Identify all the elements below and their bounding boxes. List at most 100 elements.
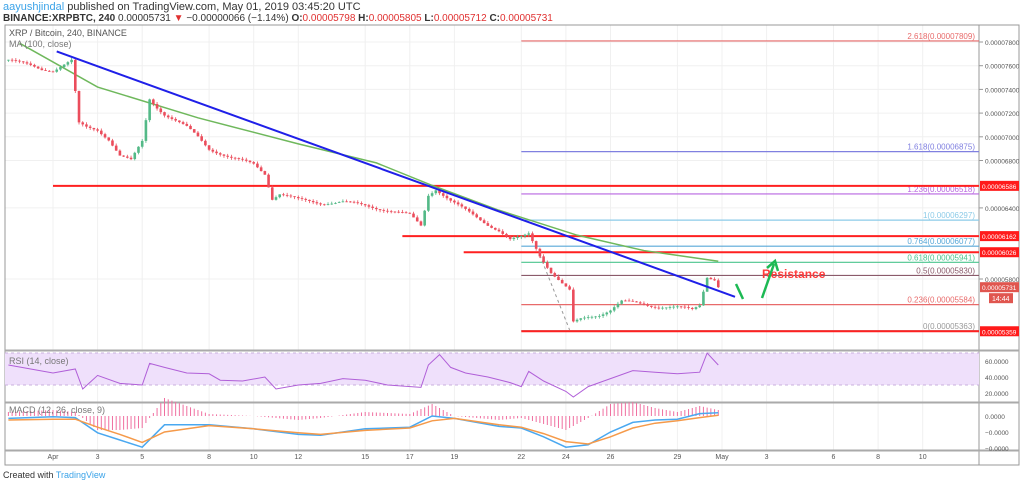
horizontal-lines[interactable] xyxy=(53,184,979,333)
price-tick-label: 0.00007200 xyxy=(985,111,1020,118)
rsi-band xyxy=(5,353,979,385)
macd-tick-label: −0.0000 xyxy=(985,446,1009,453)
candle-body xyxy=(92,127,96,130)
candle-body xyxy=(211,149,215,152)
candle-body xyxy=(676,306,679,308)
candle-body xyxy=(356,202,360,204)
candle-body xyxy=(18,60,21,62)
candle-body xyxy=(713,279,716,281)
candle-body xyxy=(241,158,244,160)
candle-body xyxy=(178,120,181,123)
candle-body xyxy=(616,303,620,308)
time-tick-label: 3 xyxy=(765,454,769,461)
candle-body xyxy=(334,202,337,204)
candle-body xyxy=(215,151,218,154)
candle-body xyxy=(583,317,586,319)
price-tag xyxy=(980,180,1019,191)
fibonacci-extension[interactable]: 2.618(0.00007809) 1.618(0.00006875) 1.236(… xyxy=(521,32,979,332)
candle-body xyxy=(163,112,166,116)
candle-body xyxy=(196,132,200,137)
candle-body xyxy=(304,198,308,200)
candle-body xyxy=(137,146,140,153)
candle-body xyxy=(122,155,125,157)
candle-body xyxy=(527,233,531,235)
candle-body xyxy=(278,194,282,198)
time-tick-label: 10 xyxy=(250,454,258,461)
candle-body xyxy=(126,156,129,158)
candle-body xyxy=(479,217,482,221)
countdown-label: 14:44 xyxy=(992,296,1010,303)
candle-body xyxy=(285,194,289,196)
annotations: Resistance xyxy=(734,258,826,300)
rsi-legend: RSI (14, close) xyxy=(9,356,69,366)
time-tick-label: 29 xyxy=(674,454,682,461)
candle-body xyxy=(501,231,505,234)
candle-body xyxy=(159,108,163,113)
candle-body xyxy=(352,201,356,203)
candle-body xyxy=(598,315,601,317)
author-link[interactable]: aayushjindal xyxy=(3,1,65,13)
candle-body xyxy=(308,199,311,202)
candle-body xyxy=(635,301,638,303)
candle-body xyxy=(118,150,122,156)
candle-body xyxy=(189,125,192,130)
candle-body xyxy=(408,212,412,214)
countdown-tag xyxy=(989,293,1013,304)
candle-body xyxy=(140,140,144,147)
candle-body xyxy=(297,197,300,199)
macd-tick-label: −0.0000 xyxy=(985,430,1009,437)
tradingview-logo[interactable]: TradingView xyxy=(55,470,106,480)
candle-body xyxy=(25,62,29,64)
candle-body xyxy=(672,306,675,308)
candle-body xyxy=(148,99,151,121)
time-tick-label: 19 xyxy=(451,454,459,461)
time-tick-label: 10 xyxy=(919,454,927,461)
candle-body xyxy=(233,157,237,159)
macd-legend: MACD (12, 26, close, 9) xyxy=(9,405,105,415)
candle-body xyxy=(430,193,434,196)
candle-body xyxy=(367,205,371,207)
price-tag-label: 0.00006162 xyxy=(982,234,1017,241)
candle-body xyxy=(222,154,226,156)
candle-body xyxy=(174,118,177,121)
close-value: 0.00005731 xyxy=(500,13,553,24)
candle-body xyxy=(7,59,10,61)
candle-body xyxy=(36,66,40,69)
trendline[interactable] xyxy=(56,50,736,298)
open-label: O: xyxy=(291,13,303,24)
candle-body xyxy=(668,307,672,308)
candle-body xyxy=(74,59,77,91)
candle-body xyxy=(371,206,374,208)
candle-body xyxy=(274,197,278,200)
candle-body xyxy=(564,283,568,287)
candle-body xyxy=(702,291,705,306)
candle-body xyxy=(624,300,627,302)
fib-level-label: 1.618(0.00006875) xyxy=(907,143,975,152)
symbol-info: BINANCE:XRPBTC, 240 0.00005731 ▼ −0.0000… xyxy=(3,13,553,24)
candle-body xyxy=(612,307,616,311)
candle-body xyxy=(664,307,668,309)
candle-body xyxy=(590,316,594,318)
price-tags: 0.00006586 0.00006162 0.00006026 0.00005731… xyxy=(980,180,1019,337)
time-tick-label: 22 xyxy=(517,454,525,461)
candle-body xyxy=(256,163,259,168)
candle-body xyxy=(166,115,170,118)
signal-line xyxy=(8,414,719,445)
candle-body xyxy=(404,212,408,214)
candle-body xyxy=(10,59,14,61)
price-tag-label: 0.00005359 xyxy=(982,329,1017,336)
candle-body xyxy=(44,70,47,71)
candle-body xyxy=(81,122,85,125)
candle-body xyxy=(345,201,348,203)
time-tick-label: 24 xyxy=(562,454,570,461)
price-tick-label: 0.00006800 xyxy=(985,159,1020,166)
fib-level-label: 1.236(0.00006518) xyxy=(907,185,975,194)
candle-body xyxy=(14,60,18,61)
bearish-trendline[interactable] xyxy=(56,50,736,298)
fib-level-label: 0.618(0.00005941) xyxy=(907,253,975,262)
price-tag-label: 0.00005731 xyxy=(982,285,1017,292)
candle-body xyxy=(51,71,55,73)
axes[interactable]: 0.00007800 0.00007600 0.00007400 0.00007200… xyxy=(48,40,1020,461)
candle-body xyxy=(449,198,452,201)
